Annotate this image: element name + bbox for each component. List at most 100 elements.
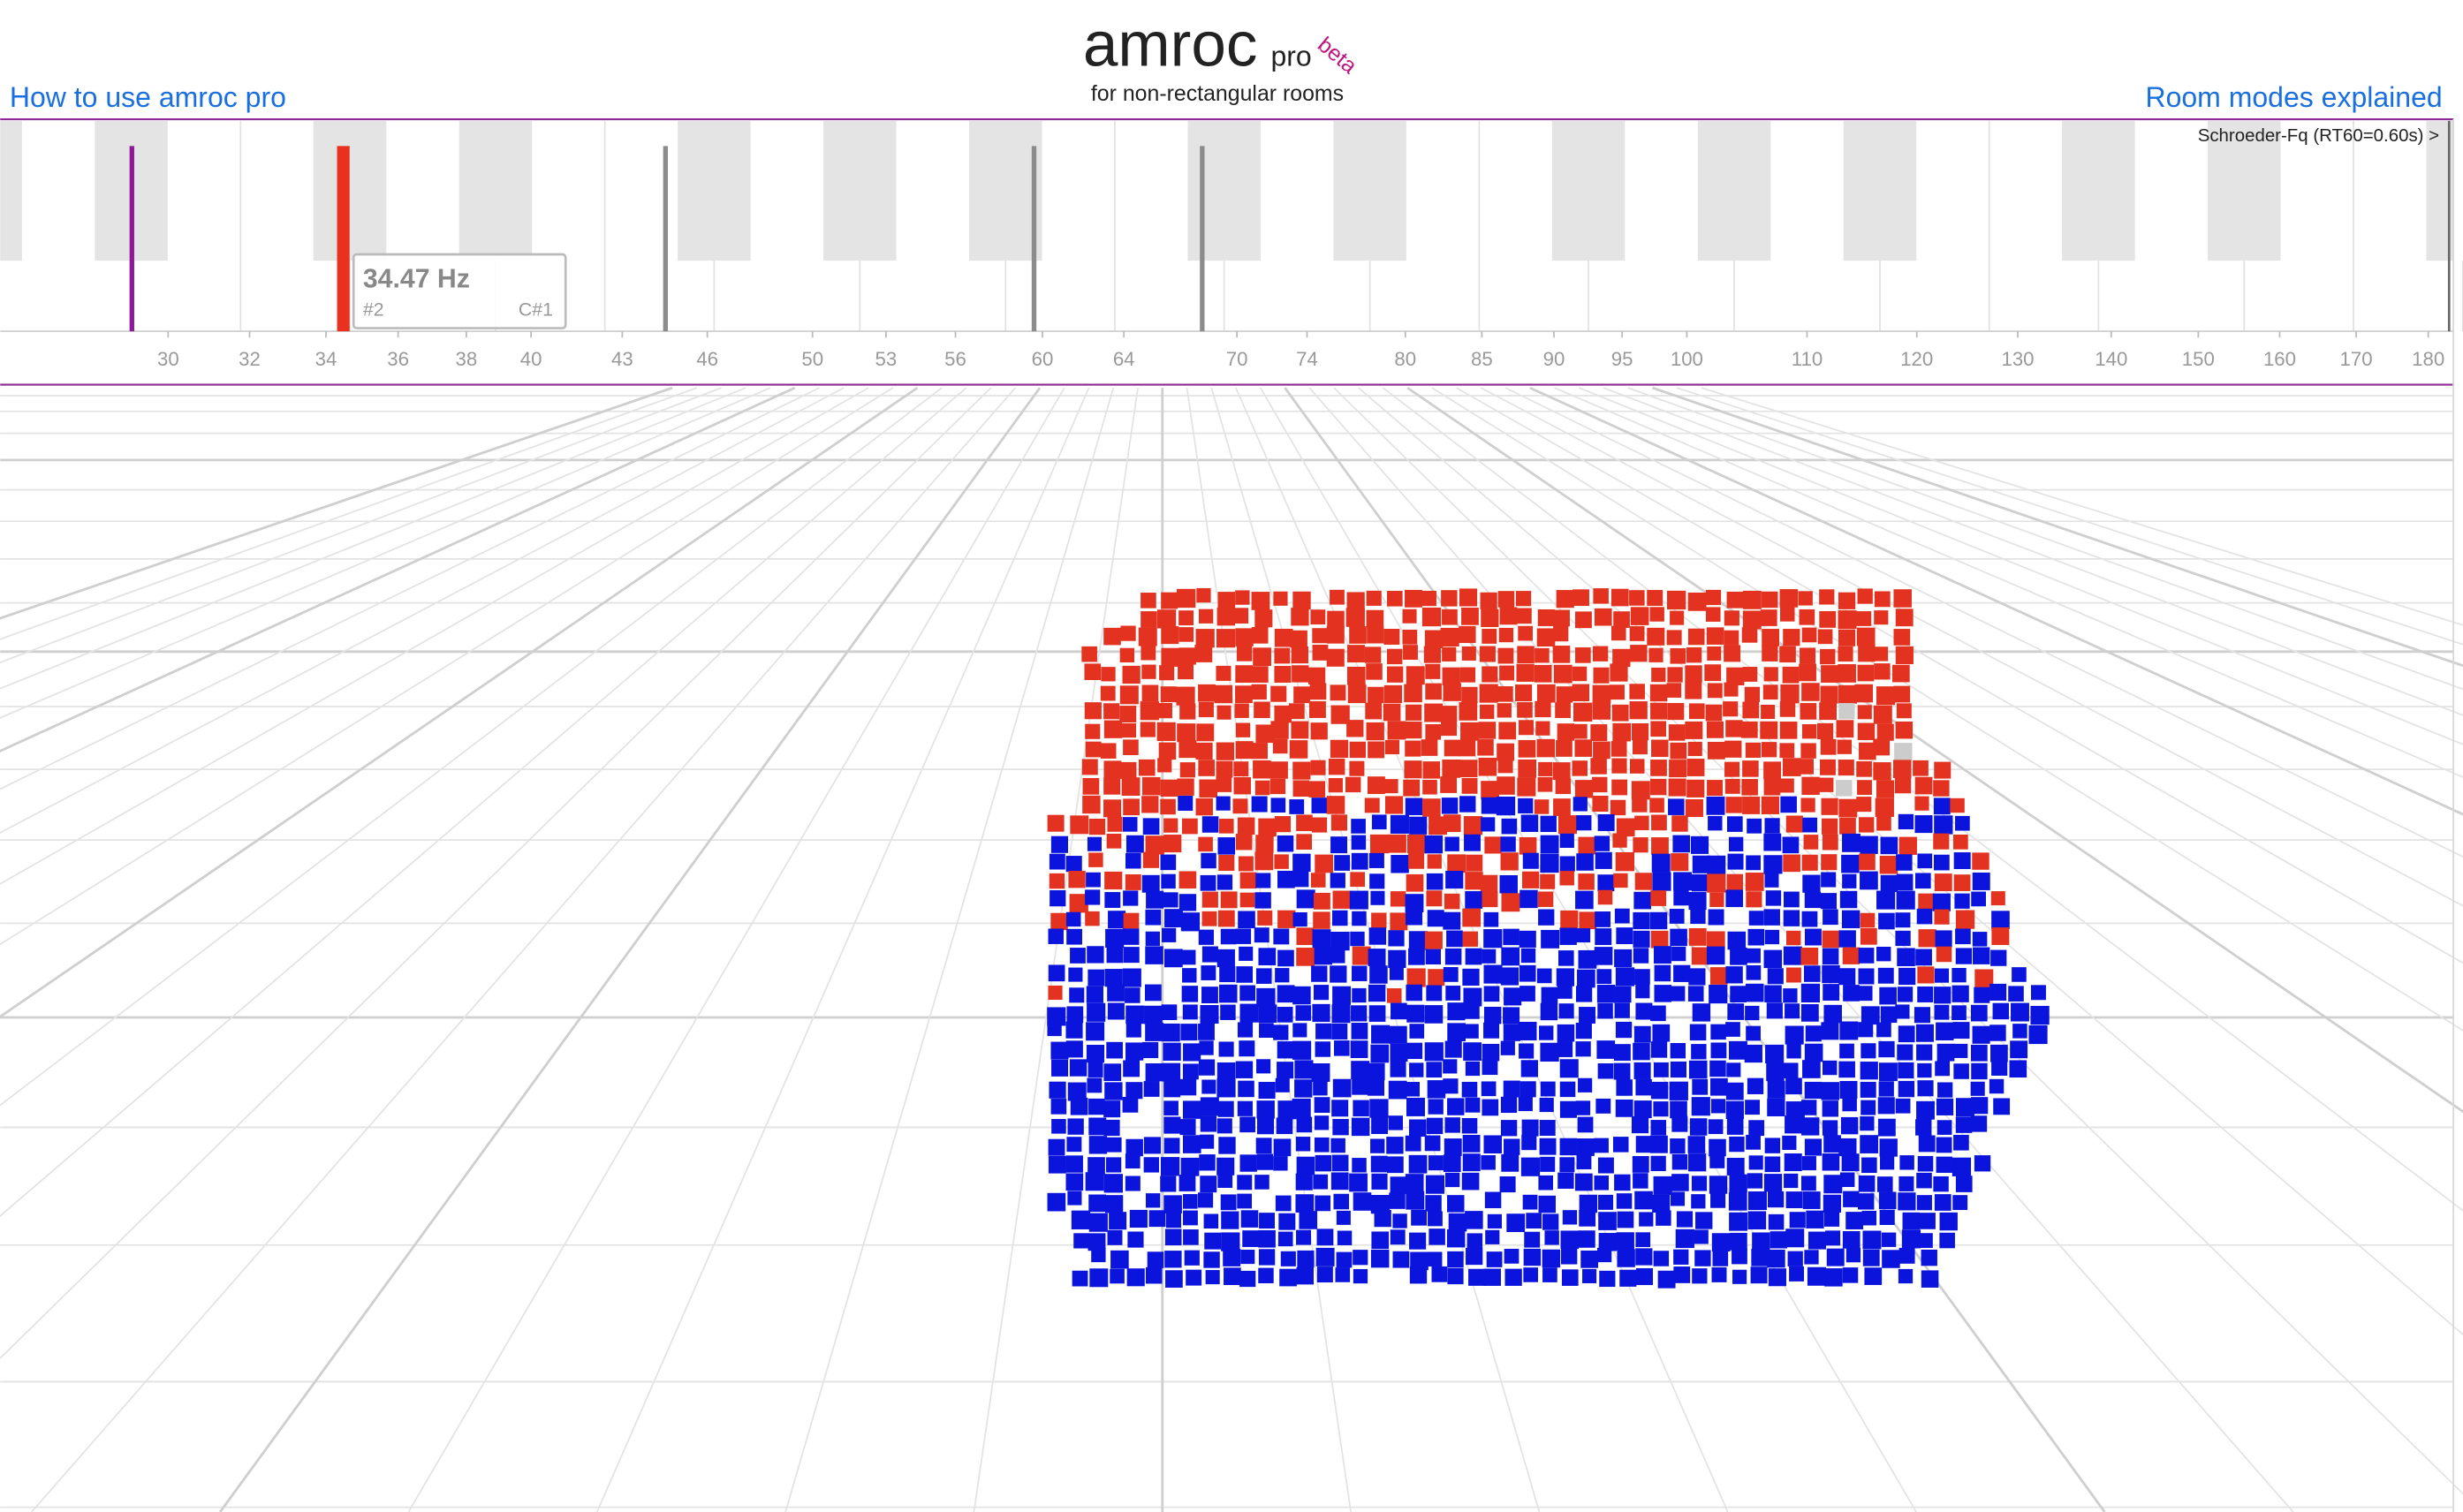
voxel (1632, 797, 1648, 813)
voxel (1842, 1096, 1857, 1112)
help-link[interactable]: How to use amroc pro (10, 81, 286, 113)
voxel (1802, 1191, 1821, 1209)
voxel (1635, 984, 1650, 999)
voxel (1668, 778, 1686, 797)
voxel (1917, 987, 1934, 1002)
voxel (1785, 1077, 1802, 1095)
tick-label: 140 (2095, 348, 2127, 370)
grid-line (595, 387, 1090, 1512)
voxel (1724, 740, 1742, 758)
grid-line (0, 387, 943, 1107)
voxel (1670, 928, 1687, 947)
voxel (1186, 1269, 1202, 1286)
voxel (1427, 1251, 1443, 1266)
voxel (1371, 1231, 1390, 1250)
voxel (1575, 890, 1594, 910)
voxel (1459, 702, 1478, 721)
voxel (1537, 776, 1553, 792)
voxel (1254, 1175, 1269, 1190)
voxel (1779, 701, 1796, 717)
voxel (1542, 1267, 1557, 1282)
voxel (1067, 1118, 1084, 1135)
voxel (1668, 724, 1686, 741)
tick-label: 46 (696, 348, 718, 370)
voxel (1578, 873, 1595, 890)
voxel (1557, 984, 1573, 999)
mode-spectrum: 30 32 34 36 38 40 43 46 50 53 56 60 64 70 74 80 85 90 95 10… (0, 120, 2463, 370)
voxel (1270, 798, 1286, 813)
voxel (1972, 947, 1990, 964)
voxel (1711, 1266, 1727, 1282)
voxel (1501, 818, 1518, 835)
voxel (1765, 1044, 1785, 1063)
voxel (1748, 911, 1764, 926)
voxel (1801, 776, 1820, 796)
voxel (1200, 1176, 1217, 1193)
black-key (1843, 120, 1917, 261)
voxel (1542, 1213, 1559, 1230)
voxel (1216, 776, 1232, 792)
voxel (1163, 835, 1182, 853)
voxel (1237, 1100, 1253, 1116)
voxel (1442, 667, 1460, 685)
voxel (1349, 890, 1368, 910)
voxel (1520, 814, 1539, 832)
voxel (1800, 1100, 1817, 1115)
voxel (1919, 1213, 1936, 1229)
voxel (1141, 645, 1156, 661)
voxel (1939, 1212, 1958, 1231)
voxel (1310, 609, 1326, 625)
voxel (1673, 1266, 1691, 1283)
voxel (1447, 1195, 1465, 1213)
voxel (1535, 721, 1550, 736)
voxel (1238, 856, 1254, 872)
voxel (1444, 1117, 1460, 1133)
voxel (1898, 967, 1916, 986)
voxel (1597, 1002, 1613, 1019)
voxel (1709, 1153, 1725, 1168)
voxel (1970, 1044, 1988, 1062)
voxel (1447, 854, 1466, 873)
black-key (2208, 120, 2281, 261)
voxel (1218, 1137, 1236, 1154)
voxel (1746, 1135, 1761, 1150)
voxel (1121, 722, 1137, 738)
voxel (1497, 743, 1515, 761)
voxel (1256, 1100, 1275, 1119)
modes-link[interactable]: Room modes explained (2145, 81, 2442, 113)
voxel (1635, 1002, 1653, 1020)
voxel (1724, 778, 1740, 794)
voxel (1277, 870, 1295, 888)
voxel (1538, 1195, 1556, 1213)
voxel (1070, 948, 1086, 964)
voxel (1876, 723, 1894, 741)
voxel (1862, 1249, 1880, 1266)
voxel (1593, 741, 1610, 760)
voxel (1141, 664, 1156, 679)
voxel (1277, 1041, 1295, 1059)
voxel (1088, 1098, 1105, 1115)
voxel (1501, 1153, 1519, 1172)
voxel (1443, 911, 1461, 930)
voxel (1389, 1025, 1407, 1044)
voxel (1110, 1268, 1125, 1284)
voxel (1971, 1097, 1989, 1115)
voxel (1070, 815, 1089, 835)
grid-line (1554, 387, 2463, 778)
voxel (1122, 928, 1140, 945)
voxel (1838, 968, 1856, 986)
black-key (1697, 120, 1771, 261)
voxel (1295, 1194, 1315, 1213)
voxel (1066, 911, 1081, 927)
voxel (1464, 1003, 1480, 1019)
voxel (1650, 1041, 1668, 1058)
voxel (1876, 890, 1896, 910)
voxel (1785, 1191, 1803, 1208)
voxel (1427, 1080, 1446, 1099)
voxel (1125, 987, 1141, 1003)
voxel (1783, 946, 1802, 965)
voxel (1801, 911, 1818, 927)
tick-label: 90 (1543, 348, 1565, 370)
voxel (1462, 931, 1478, 947)
voxel (1465, 872, 1483, 890)
